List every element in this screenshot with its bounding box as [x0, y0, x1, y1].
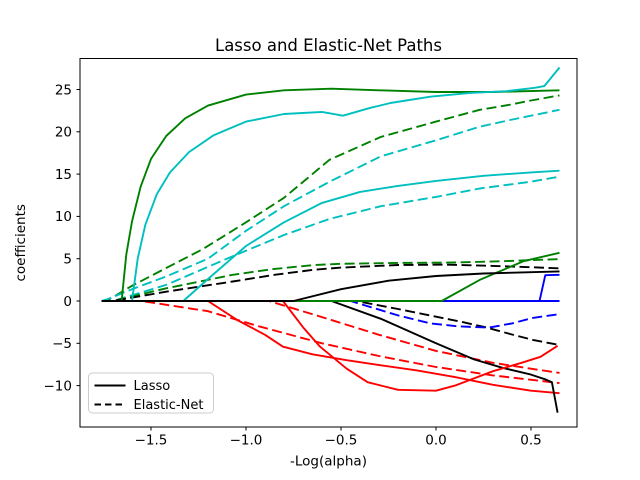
series-line-lasso-9 [101, 66, 561, 302]
y-tick-label: 25 [55, 82, 72, 98]
y-tick-label: 20 [55, 125, 72, 141]
legend-label-lasso: Lasso [134, 379, 171, 394]
chart-title: Lasso and Elastic-Net Paths [215, 36, 442, 55]
series-line-lasso-10 [101, 270, 560, 302]
y-tick-label: 15 [55, 167, 72, 183]
x-tick-label: 0.0 [425, 433, 446, 449]
series-line-enet-8 [101, 258, 560, 302]
series-line-enet-5 [101, 300, 560, 346]
legend-box: Lasso Elastic-Net [88, 372, 214, 414]
series-line-lasso-4 [101, 169, 560, 302]
series-line-lasso-2 [101, 300, 560, 395]
x-axis-ticks: −1.5 −1.0 −0.5 0.0 0.5 [135, 427, 542, 449]
x-tick-label: −1.0 [230, 433, 263, 449]
y-axis-ticks: 25 20 15 10 5 0 −5 −10 [44, 82, 80, 394]
y-tick-label: 10 [55, 209, 72, 225]
x-tick-label: 0.5 [520, 433, 541, 449]
y-tick-label: −10 [44, 378, 73, 394]
legend-frame [88, 372, 214, 414]
x-tick-label: −0.5 [325, 433, 358, 449]
x-axis-label: -Log(alpha) [290, 454, 367, 470]
legend-label-elastic-net: Elastic-Net [134, 398, 204, 413]
y-tick-label: 0 [63, 294, 72, 310]
series-line-enet-9 [101, 108, 560, 302]
series-line-lasso-8 [101, 251, 560, 302]
series-line-lasso-7 [101, 300, 559, 392]
series-lines [101, 66, 561, 413]
axes-spines [79, 58, 578, 428]
series-line-enet-10 [101, 263, 560, 302]
y-tick-label: −5 [52, 336, 72, 352]
series-line-enet-4 [101, 175, 560, 302]
series-line-enet-7 [101, 300, 560, 374]
series-line-enet-2 [101, 300, 560, 385]
series-line-lasso-6 [101, 273, 560, 302]
series-line-lasso-5 [101, 300, 559, 413]
y-axis-label: coefficients [13, 204, 29, 281]
x-tick-label: −1.5 [135, 433, 168, 449]
series-line-lasso-3 [101, 87, 560, 302]
series-line-enet-6 [101, 300, 560, 329]
y-tick-label: 5 [63, 252, 72, 268]
series-line-enet-3 [101, 94, 560, 302]
